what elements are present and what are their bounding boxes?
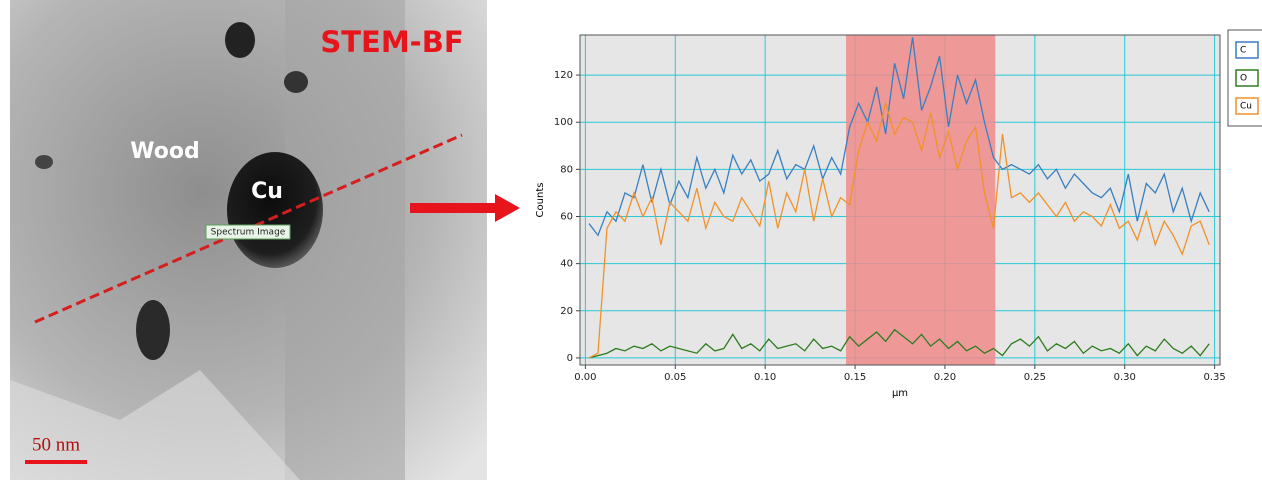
plot-frame	[579, 34, 1221, 366]
legend-label: O	[1240, 74, 1247, 84]
chart: 0 20 40 60 80 100 120 0.00 0.05 0.10 0.15 0.20 0.25 0…	[535, 29, 1262, 399]
series-line	[588, 328, 1210, 359]
x-tick-label: 0.20	[934, 372, 956, 383]
y-axis-label: Counts	[535, 183, 546, 218]
x-tick-label: 0.15	[844, 372, 866, 383]
micrograph-title: STEM-BF	[320, 25, 463, 59]
spectrum-box	[205, 224, 291, 240]
legend-label: Cu	[1240, 102, 1252, 112]
y-tick-label: 40	[560, 259, 573, 270]
micrograph: STEM-BF Wood Cu Spectrum Image 50 nm	[10, 0, 487, 480]
particle	[284, 71, 308, 93]
legend-swatch	[1235, 41, 1259, 59]
scale-bar-label: 50 nm	[32, 434, 80, 455]
x-tick-label: 0.05	[664, 372, 686, 383]
x-tick-label: 0.10	[754, 372, 776, 383]
y-tick-label: 100	[554, 117, 573, 128]
x-axis-label: µm	[892, 388, 908, 399]
x-tick-label: 0.30	[1114, 372, 1136, 383]
y-tick-label: 0	[567, 353, 573, 364]
x-tick-label: 0.25	[1024, 372, 1046, 383]
cu-particle	[227, 152, 323, 268]
series-line	[588, 37, 1210, 237]
y-tick-label: 20	[560, 306, 573, 317]
arrow	[410, 194, 520, 222]
spectrum-label: Spectrum Image	[211, 228, 286, 238]
x-tick-label: 0.35	[1203, 372, 1225, 383]
x-tick-label: 0.00	[574, 372, 596, 383]
particle	[225, 22, 255, 58]
series-line	[588, 100, 1210, 359]
thin-region	[10, 370, 300, 480]
scale-bar	[25, 460, 87, 464]
wood-label: Wood	[130, 139, 199, 164]
legend-swatch	[1235, 69, 1259, 87]
legend: C O Cu	[1227, 29, 1262, 127]
legend-label: C	[1240, 46, 1246, 56]
cu-label: Cu	[251, 179, 283, 204]
y-tick-label: 60	[560, 212, 573, 223]
legend-swatch	[1235, 97, 1259, 115]
highlight-region	[846, 35, 996, 365]
particle	[136, 300, 170, 360]
y-tick-label: 80	[560, 164, 573, 175]
y-tick-label: 120	[554, 70, 573, 81]
particle	[35, 155, 53, 169]
